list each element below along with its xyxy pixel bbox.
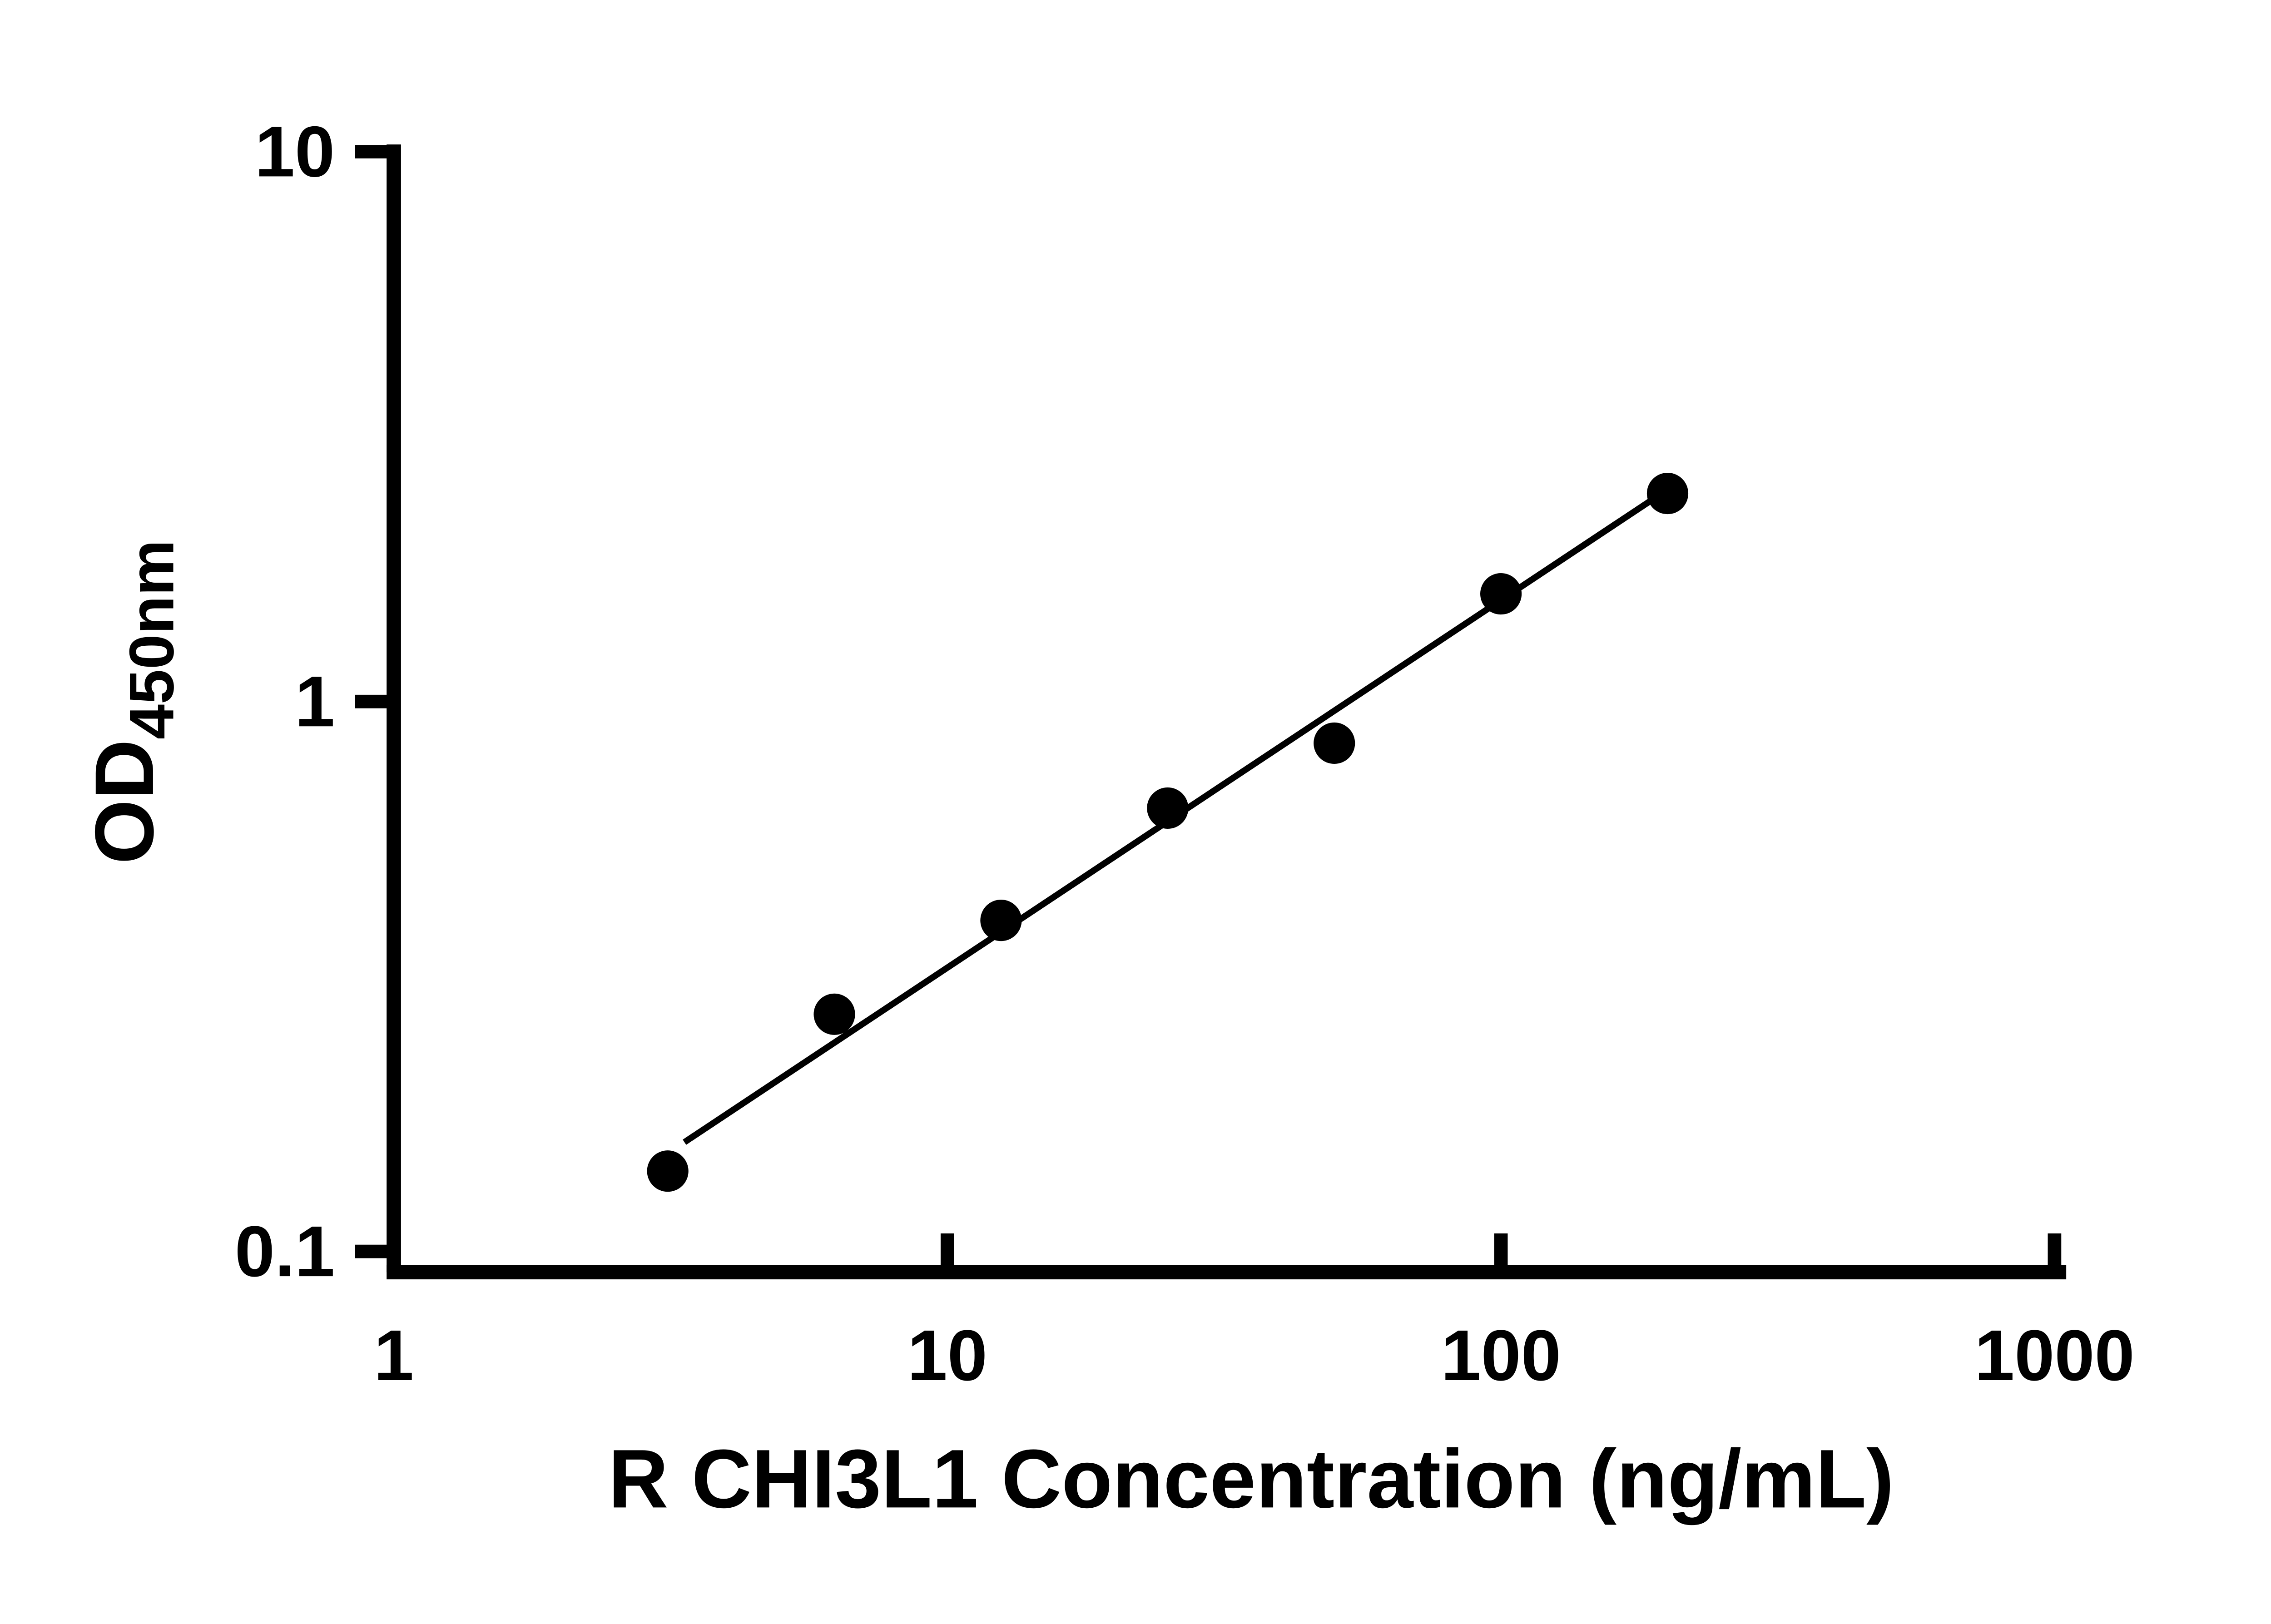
data-point [1147,787,1189,829]
data-point [980,900,1022,941]
y-tick-label: 0.1 [235,1211,335,1292]
plot-layer: 1 10 100 1000 0.1 1 10 [235,111,2135,1396]
x-tick-label: 1 [374,1315,414,1396]
data-point [1314,722,1355,764]
y-axis-title-main: OD [78,739,171,864]
data-point [647,1150,689,1192]
y-tick-label: 10 [255,111,335,192]
data-point [1480,573,1522,615]
y-tick-label: 1 [295,661,335,742]
x-tick-label: 10 [907,1315,987,1396]
y-axis-title: OD450nm [78,540,187,864]
x-tick-label: 100 [1441,1315,1561,1396]
y-axis-title-sub: 450nm [116,540,187,740]
data-point [1646,473,1689,515]
x-tick-label: 1000 [1974,1315,2135,1396]
x-axis-title: R CHI3L1 Concentration (ng/mL) [608,1432,1894,1525]
data-point [813,993,855,1035]
